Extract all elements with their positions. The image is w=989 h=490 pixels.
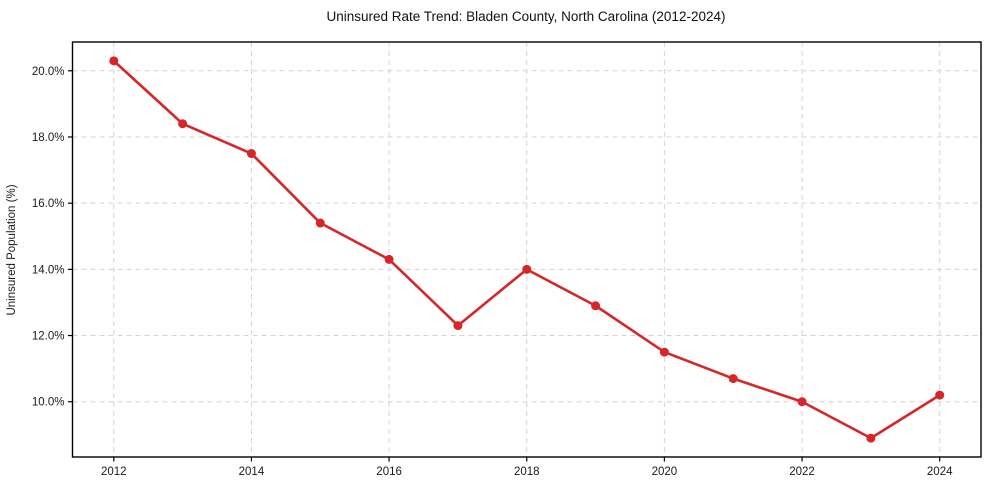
y-tick-label: 10.0% — [32, 397, 65, 409]
x-tick-label: 2024 — [927, 466, 953, 478]
x-tick-label: 2012 — [101, 466, 127, 478]
data-point — [178, 119, 188, 129]
y-tick-label: 18.0% — [32, 132, 65, 144]
data-point — [866, 433, 876, 443]
x-tick-label: 2022 — [789, 466, 815, 478]
data-point — [109, 56, 119, 66]
y-tick-label: 14.0% — [32, 264, 65, 276]
plot-frame — [71, 41, 982, 458]
plot-area: 10.0% 12.0% 14.0% 16.0% 18.0% 20.0% 2012 2014 20… — [32, 41, 982, 478]
data-point — [659, 347, 669, 357]
x-tick-label: 2016 — [376, 466, 402, 478]
y-axis-label: Uninsured Population (%) — [6, 184, 18, 315]
data-point — [453, 321, 463, 331]
data-point — [797, 397, 807, 407]
data-point — [384, 254, 394, 264]
x-tick-label: 2018 — [514, 466, 540, 478]
data-point — [522, 264, 532, 274]
x-tick-label: 2020 — [652, 466, 678, 478]
x-tick-label: 2014 — [239, 466, 265, 478]
data-point — [935, 390, 945, 400]
y-tick-label: 12.0% — [32, 331, 65, 343]
data-point — [728, 374, 738, 384]
data-point — [246, 149, 256, 159]
data-point — [315, 218, 325, 228]
y-tick-label: 16.0% — [32, 198, 65, 210]
chart-title: Uninsured Rate Trend: Bladen County, Nor… — [327, 9, 726, 24]
y-tick-label: 20.0% — [32, 66, 65, 78]
data-point — [591, 301, 601, 311]
